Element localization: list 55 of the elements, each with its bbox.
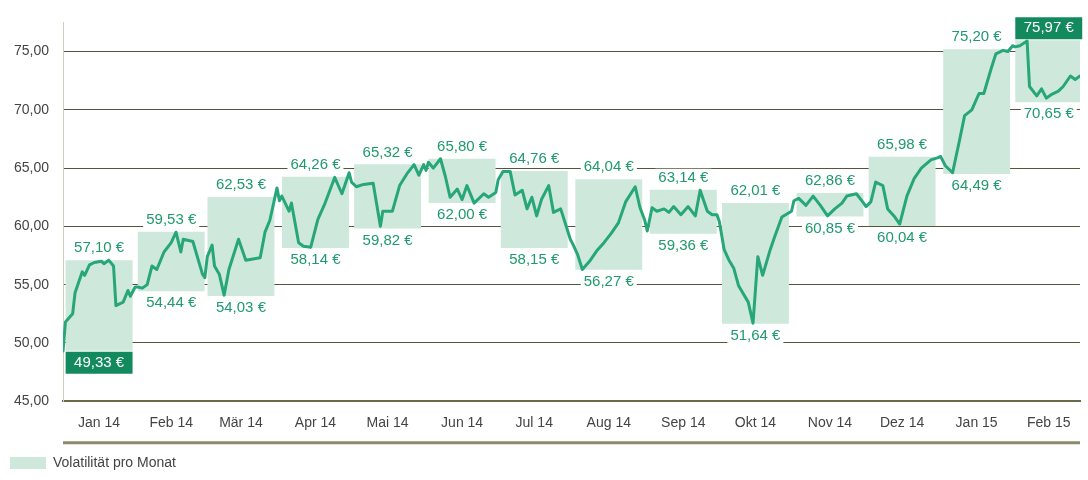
- annotation: 60,85 €: [804, 218, 856, 236]
- annotation: 59,82 €: [362, 230, 414, 248]
- annotation: 54,44 €: [146, 293, 197, 311]
- x-tick-label: Jun 14: [441, 414, 484, 431]
- annotation: 65,98 €: [877, 134, 928, 152]
- x-tick-label: Mai 14: [366, 414, 409, 431]
- x-tick-label: Dez 14: [879, 414, 925, 431]
- annotation: 59,36 €: [658, 235, 709, 253]
- y-tick-label: 50,00: [13, 333, 50, 350]
- y-tick-label: 75,00: [13, 42, 50, 59]
- y-tick-label: 65,00: [13, 158, 50, 175]
- bar: [868, 156, 936, 226]
- bar: [575, 179, 643, 270]
- annotation: 60,04 €: [877, 228, 928, 246]
- x-tick-label: Mär 14: [219, 414, 263, 431]
- annotation: 64,26 €: [290, 154, 342, 172]
- annotation: 64,76 €: [509, 149, 560, 167]
- annotation: 57,10 €: [74, 238, 125, 256]
- annotation: 59,53 €: [146, 209, 197, 227]
- y-tick-label: 70,00: [13, 100, 50, 117]
- x-tick-label: Feb 15: [1026, 414, 1071, 431]
- annotation: 54,03 €: [215, 298, 267, 316]
- x-tick-label: Jan 14: [78, 414, 121, 431]
- x-tick-label: Aug 14: [586, 414, 632, 431]
- annotation: 65,32 €: [362, 142, 414, 160]
- annotation: 64,49 €: [951, 176, 1003, 194]
- annotation: 62,01 €: [730, 181, 782, 199]
- y-tick-label: 45,00: [13, 392, 50, 409]
- annotation: 49,33 €: [74, 352, 125, 370]
- annotation: 58,14 €: [290, 250, 342, 268]
- bar: [721, 202, 789, 324]
- x-tick-label: Feb 14: [149, 414, 194, 431]
- annotation: 65,80 €: [437, 136, 488, 154]
- annotation: 56,27 €: [583, 271, 635, 289]
- bar: [943, 49, 1011, 175]
- x-tick-label: Jul 14: [515, 414, 554, 431]
- x-tick-label: Okt 14: [734, 414, 777, 431]
- x-tick-label: Sep 14: [661, 414, 706, 431]
- annotation: 75,20 €: [951, 27, 1003, 45]
- annotation: 51,64 €: [730, 325, 782, 343]
- annotation: 75,97 €: [1023, 18, 1075, 36]
- annotation: 63,14 €: [658, 167, 709, 185]
- annotation: 62,53 €: [215, 175, 267, 193]
- legend-label: Volatilität pro Monat: [53, 453, 177, 470]
- bar: [207, 196, 275, 296]
- y-tick-label: 60,00: [13, 217, 50, 234]
- annotation: 70,65 €: [1023, 104, 1075, 122]
- annotation: 58,15 €: [509, 250, 560, 268]
- annotation: 64,04 €: [583, 157, 635, 175]
- annotation: 62,86 €: [804, 171, 856, 189]
- x-tick-label: Apr 14: [294, 414, 337, 431]
- annotation: 62,00 €: [437, 205, 488, 223]
- x-tick-label: Jan 15: [955, 414, 998, 431]
- x-tick-label: Nov 14: [807, 414, 853, 431]
- y-tick-label: 55,00: [13, 275, 50, 292]
